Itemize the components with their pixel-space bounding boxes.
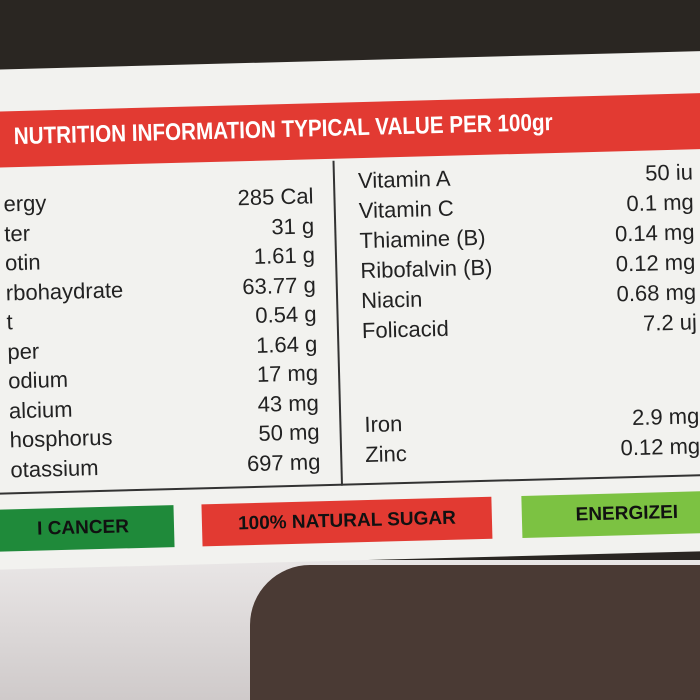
row-value: 43 mg [257,389,320,417]
row-label: otin [4,249,41,276]
row-label: rbohaydrate [5,276,124,305]
row-label: per [7,338,40,364]
row-label: ergy [3,190,47,217]
row-label: Zinc [364,440,408,468]
row-label: alcium [8,396,73,423]
row-value: 0.68 mg [616,279,697,307]
row-value: 285 Cal [237,183,314,211]
badge: 100% NATURAL SUGAR [201,496,493,547]
row-value: 697 mg [246,448,321,476]
row-label: Folicacid [361,315,450,344]
row-value: 1.61 g [253,242,316,269]
row-value: 0.12 mg [620,433,700,461]
row-label: Vitamin A [357,165,451,194]
row-label: Thiamine (B) [359,224,486,254]
row-label: Iron [364,411,403,438]
row-value: 31 g [271,212,315,239]
row-label: t [6,309,14,335]
badge: ENERGIZEI [521,490,700,538]
hand [250,565,700,700]
row-label: Niacin [360,286,423,314]
badge: I CANCER [0,505,175,552]
row-value: 17 mg [256,360,319,387]
row-label: ter [3,220,31,246]
row-value: 0.14 mg [614,219,695,247]
row-value: 50 mg [258,419,320,446]
row-value: 63.77 g [242,271,317,299]
row-label: Vitamin C [358,195,455,224]
row-value: 2.9 mg [631,403,700,431]
row-label: hosphorus [9,424,113,453]
row-value: 7.2 uj [642,309,698,336]
row-label: odium [7,366,69,394]
row-value: 0.12 mg [615,249,696,277]
package: NUTRITION INFORMATION TYPICAL VALUE PER … [0,50,700,570]
row-label: otassium [10,454,99,482]
row-value: 50 iu [644,159,694,186]
row-label: Ribofalvin (B) [360,254,493,284]
row-value: 0.54 g [255,301,317,328]
row-value: 0.1 mg [626,189,695,217]
row-value: 1.64 g [255,330,318,358]
